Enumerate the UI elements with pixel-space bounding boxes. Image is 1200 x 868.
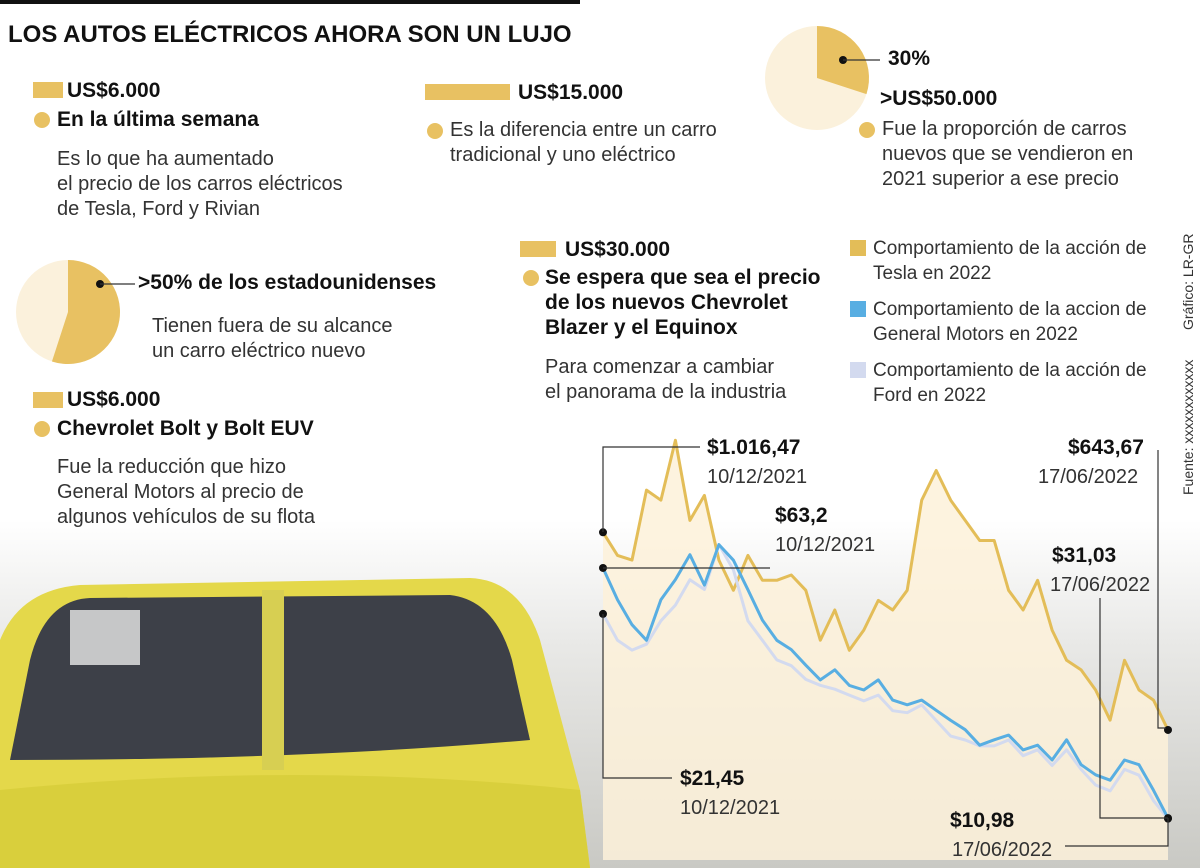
- bullet: [427, 123, 443, 139]
- amount: US$30.000: [565, 238, 671, 261]
- text-line: Tienen fuera de su alcance: [152, 315, 393, 337]
- pie-label: 30%: [888, 47, 931, 70]
- text-line: General Motors al precio de: [57, 481, 304, 503]
- leader: [1099, 598, 1168, 819]
- bullet: [859, 122, 875, 138]
- leader: [1065, 818, 1169, 847]
- legend-swatch: [850, 301, 866, 317]
- end-dot: [599, 528, 607, 537]
- legend-swatch: [850, 240, 866, 256]
- subtitle: de los nuevos Chevrolet: [545, 291, 788, 314]
- bullet: [34, 112, 50, 128]
- text-line: Es lo que ha aumentado: [57, 148, 274, 170]
- amount: US$15.000: [518, 81, 624, 104]
- bullet: [34, 421, 50, 437]
- value-label: $1.016,47: [707, 436, 801, 459]
- legend-swatch: [850, 362, 866, 378]
- value-label: $31,03: [1052, 544, 1117, 567]
- subtitle: Se espera que sea el precio: [545, 266, 821, 289]
- legend-label: Comportamiento de la acción de Ford en 2…: [873, 360, 1147, 406]
- leader: [1157, 450, 1166, 729]
- car-pillar: [262, 590, 284, 770]
- text-line: de Tesla, Ford y Rivian: [57, 198, 261, 220]
- end-dot: [599, 609, 607, 618]
- car-hood: [0, 775, 590, 868]
- legend-label: Comportamiento de la acción de Tesla en …: [873, 238, 1147, 284]
- leader: [602, 446, 700, 532]
- amount-bar: [520, 241, 556, 257]
- value-label: $10,98: [950, 809, 1015, 832]
- text-line: 2021 superior a ese precio: [882, 168, 1119, 190]
- line: [601, 438, 1170, 731]
- date-label: 17/06/2022: [952, 839, 1053, 861]
- value-label: $643,67: [1068, 436, 1144, 459]
- amount: US$6.000: [67, 79, 161, 102]
- subtitle: Chevrolet Bolt y Bolt EUV: [57, 417, 314, 440]
- text-line: Para comenzar a cambiar: [545, 356, 774, 378]
- text-line: un carro eléctrico nuevo: [152, 340, 366, 362]
- car-sticker: [70, 610, 140, 665]
- amount-bar: [33, 82, 63, 98]
- date-label: 17/06/2022: [1050, 574, 1151, 596]
- amount-bar: [425, 84, 510, 100]
- line: [601, 543, 1170, 820]
- text-line: Fue la proporción de carros: [882, 118, 1127, 140]
- title: LOS AUTOS ELÉCTRICOS AHORA SON UN LUJO: [8, 21, 572, 48]
- date-label: 10/12/2021: [680, 797, 781, 819]
- charts: [16, 26, 1172, 860]
- amount: US$6.000: [67, 388, 161, 411]
- date-label: 17/06/2022: [1038, 466, 1139, 488]
- text-line: Es la diferencia entre un carro: [450, 119, 717, 141]
- bullet: [523, 270, 539, 286]
- subtitle: En la última semana: [57, 108, 259, 131]
- text-line: el panorama de la industria: [545, 381, 787, 403]
- date-label: 10/12/2021: [707, 466, 808, 488]
- date-label: 10/12/2021: [775, 534, 876, 556]
- text-line: algunos vehículos de su flota: [57, 506, 315, 528]
- legend-label: Comportamiento de la accion de General M…: [873, 299, 1147, 345]
- text-line: el precio de los carros eléctricos: [57, 173, 343, 195]
- leader: [602, 614, 672, 779]
- text-line: Fue la reducción que hizo: [57, 456, 287, 478]
- leaders: [100, 59, 1169, 847]
- text-line: tradicional y uno eléctrico: [450, 144, 676, 166]
- credit: Fuente: xxxxxxxxxxxx: [1180, 359, 1196, 495]
- line: [601, 543, 1170, 819]
- value-label: $21,45: [680, 767, 745, 790]
- credit: Gráfico: LR-GR: [1180, 233, 1196, 330]
- amount-bar: [33, 392, 63, 408]
- decor: [33, 59, 1169, 847]
- end-dot: [1164, 725, 1172, 734]
- text-line: nuevos que se vendieron en: [882, 143, 1134, 165]
- value-label: $63,2: [775, 504, 828, 527]
- pie-label: >50% de los estadounidenses: [138, 271, 437, 294]
- subtitle: Blazer y el Equinox: [545, 316, 738, 339]
- amount: >US$50.000: [880, 87, 998, 110]
- top-rule: [0, 0, 580, 4]
